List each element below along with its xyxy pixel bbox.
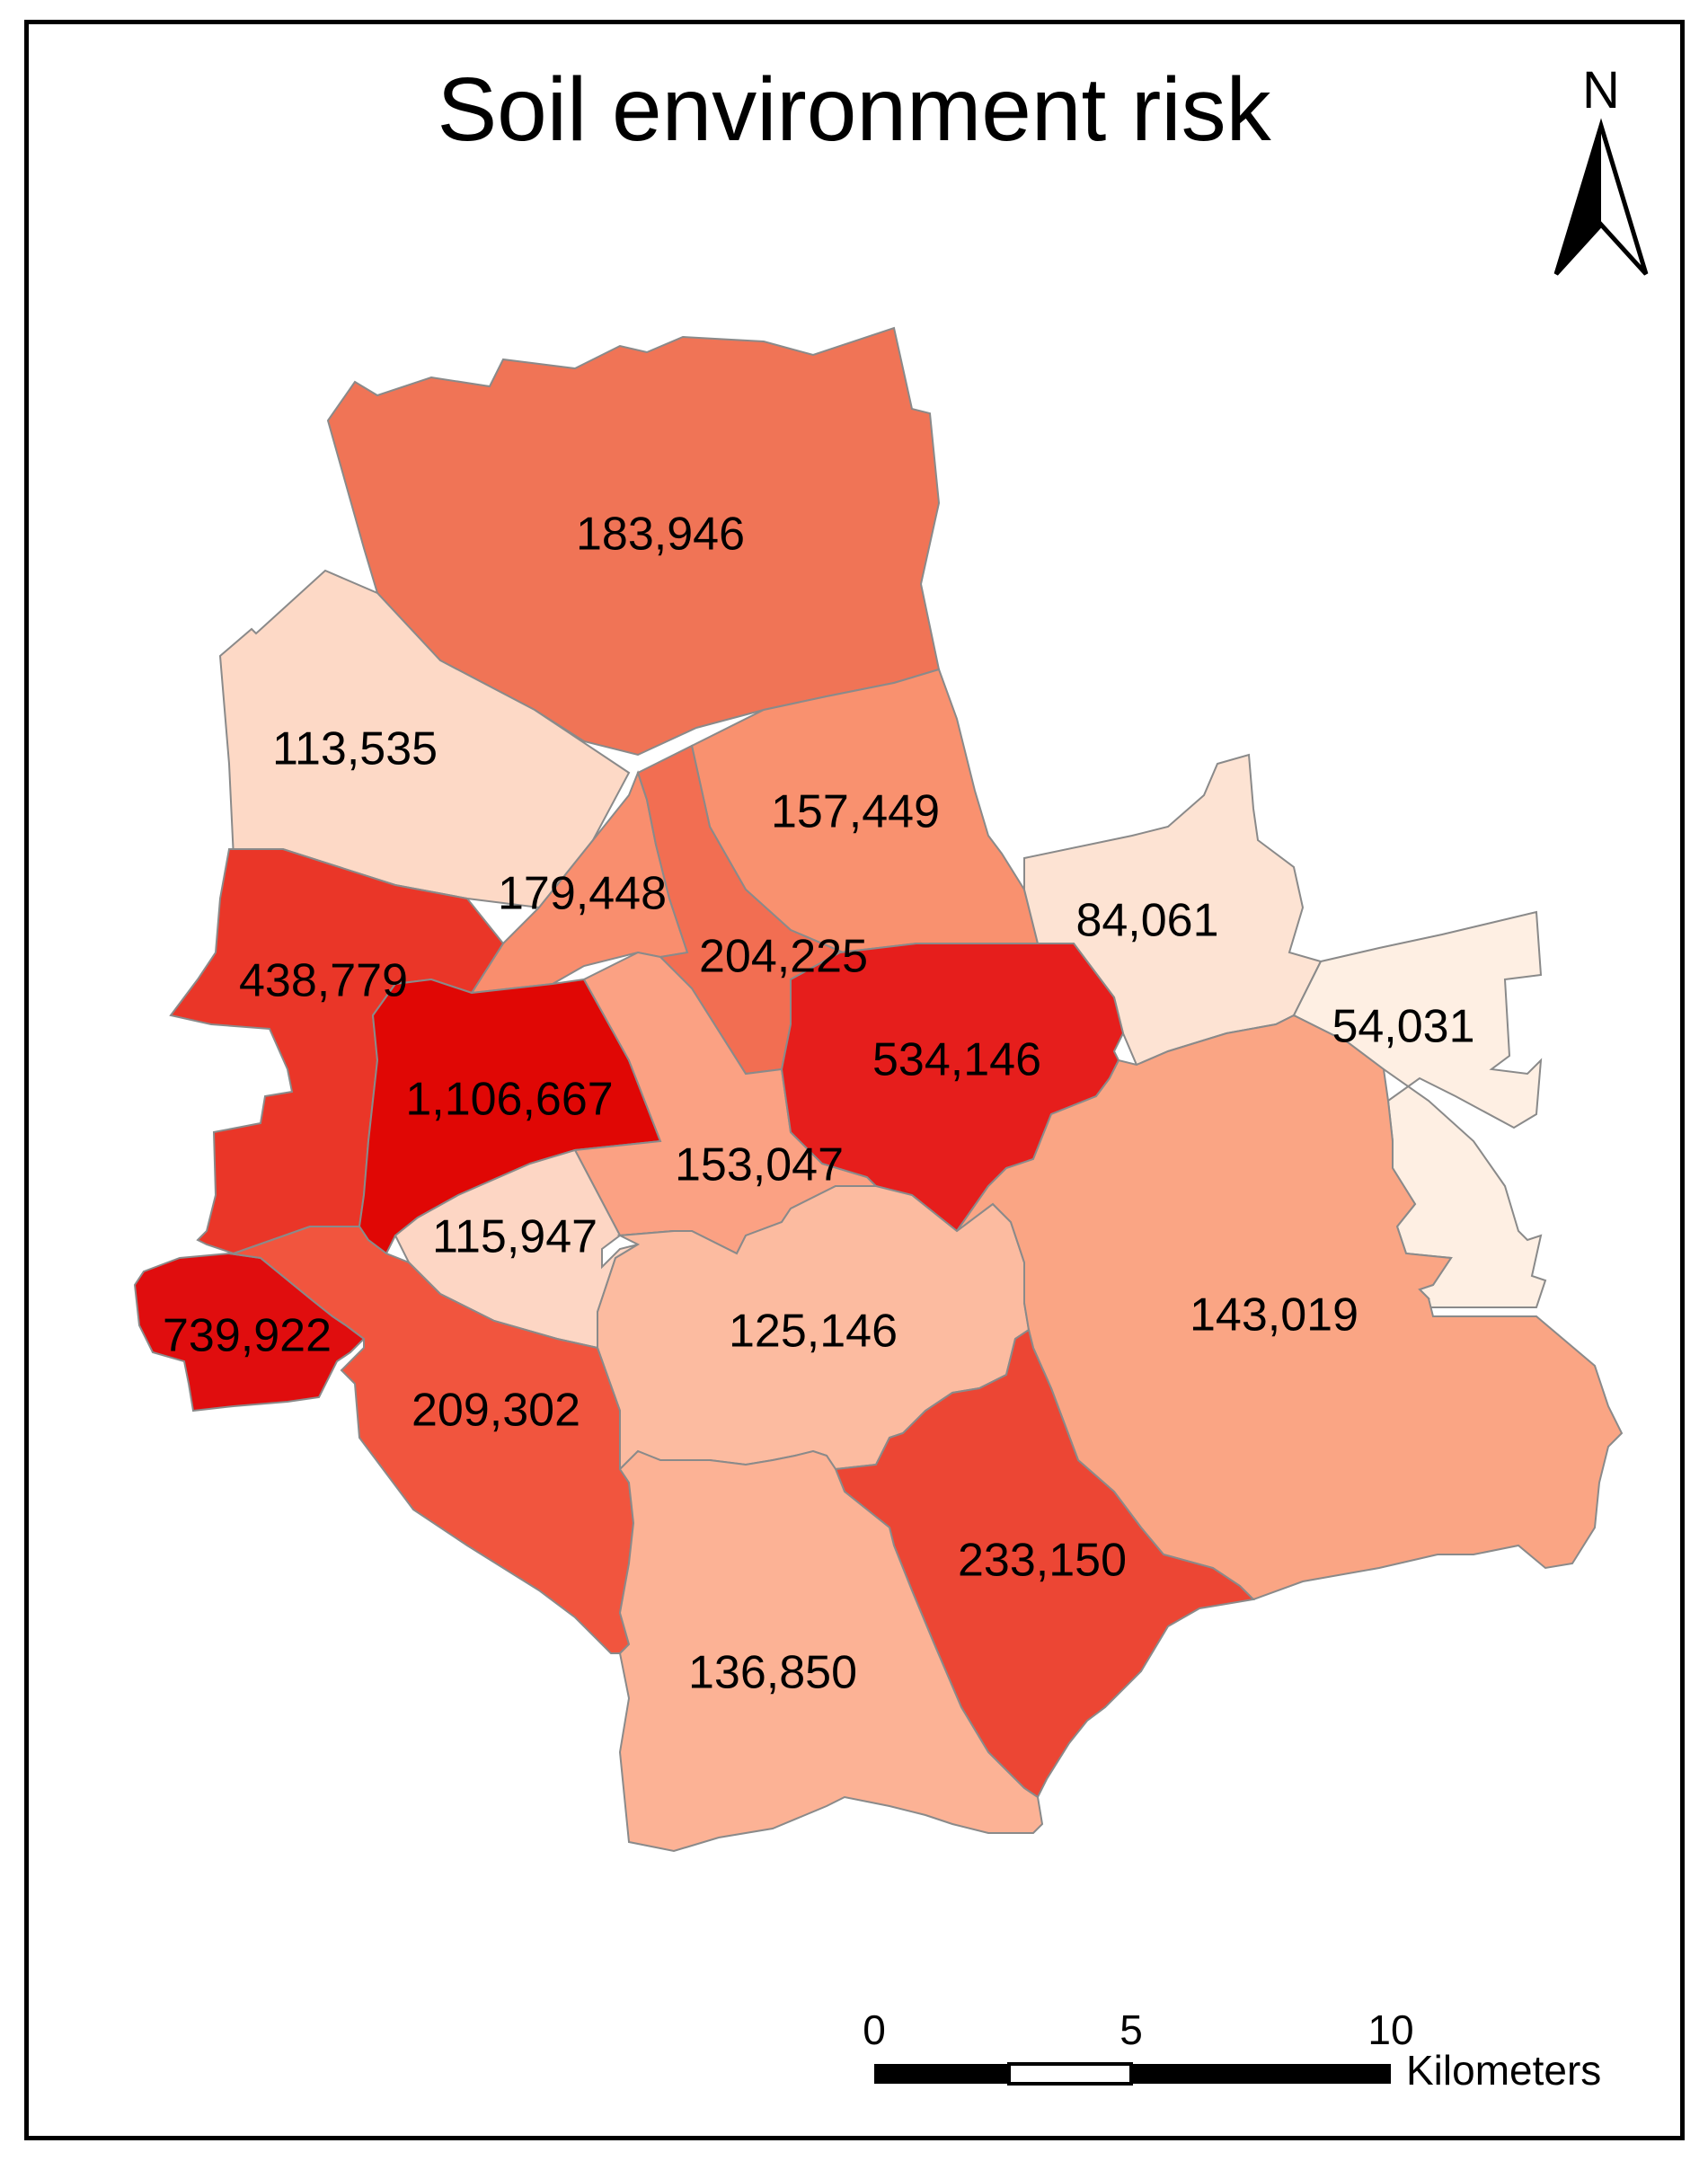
north-arrow-label: N <box>1582 61 1620 120</box>
map-title: Soil environment risk <box>437 59 1271 160</box>
district-label-northwest: 113,535 <box>272 723 438 775</box>
scale-tick-0: 0 <box>863 2006 886 2053</box>
north-arrow: N <box>1553 61 1649 276</box>
scale-bar: 0 5 10 Kilometers <box>863 2006 1601 2094</box>
district-label-south-east: 233,150 <box>958 1535 1127 1587</box>
district-label-center: 204,225 <box>699 931 868 983</box>
district-label-far-east: 54,031 <box>1332 1001 1474 1053</box>
district-label-center-south: 153,047 <box>675 1139 844 1191</box>
district-south <box>618 1449 1044 1853</box>
district-label-southwest: 209,302 <box>412 1385 580 1437</box>
scale-tick-5: 5 <box>1119 2006 1143 2053</box>
district-label-east: 143,019 <box>1190 1289 1358 1342</box>
scale-tick-10: 10 <box>1367 2006 1413 2053</box>
map-frame <box>24 20 1685 2140</box>
district-label-southwest-center: 115,947 <box>432 1211 597 1263</box>
district-label-south-center: 125,146 <box>729 1306 898 1358</box>
district-label-east-center: 534,146 <box>872 1034 1041 1086</box>
district-label-west-center: 1,106,667 <box>405 1074 613 1126</box>
district-label-center-north: 179,448 <box>498 868 667 920</box>
district-label-north: 183,946 <box>576 509 745 561</box>
district-label-east-north: 84,061 <box>1075 895 1218 947</box>
district-label-west: 438,779 <box>239 955 408 1007</box>
district-label-south: 136,850 <box>688 1647 857 1699</box>
district-label-far-west: 739,922 <box>163 1310 332 1362</box>
district-label-center-north-east: 157,449 <box>771 786 940 838</box>
scale-unit: Kilometers <box>1406 2047 1601 2094</box>
